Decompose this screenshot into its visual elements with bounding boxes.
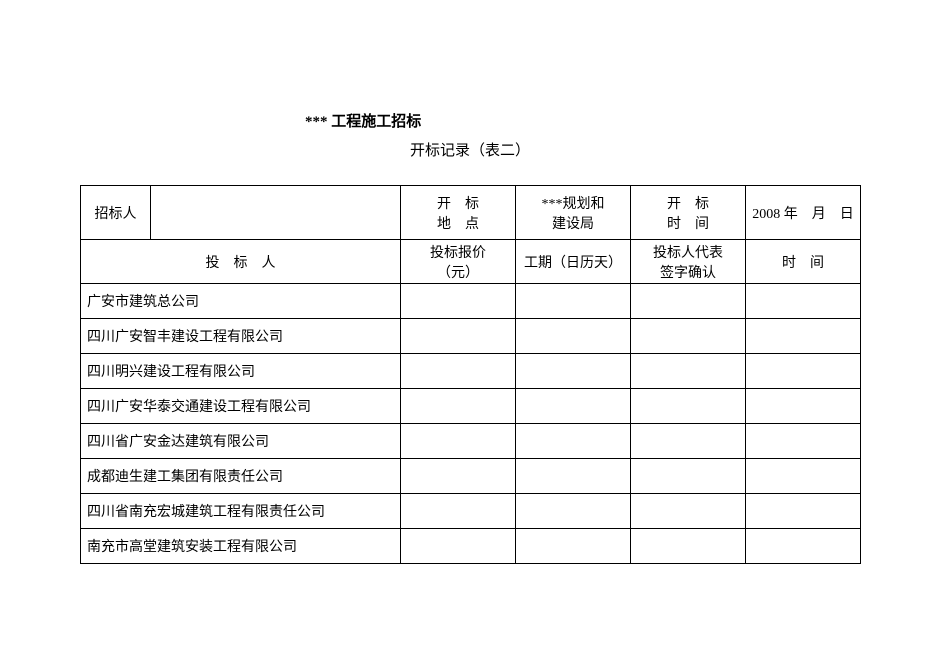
cell-price [401, 354, 516, 389]
cell-price [401, 529, 516, 564]
bidder-name: 四川省广安金达建筑有限公司 [81, 424, 401, 459]
cell-signature [631, 389, 746, 424]
hdr-location-label: 开 标 地 点 [401, 186, 516, 240]
cell-time [746, 354, 861, 389]
sub-header-row: 投 标 人 投标报价 （元） 工期（日历天） 投标人代表 签字确认 时 间 [81, 240, 861, 284]
title-line-2: 开标记录（表二） [80, 139, 860, 160]
bidder-name: 四川省南充宏城建筑工程有限责任公司 [81, 494, 401, 529]
cell-price [401, 459, 516, 494]
cell-period [516, 459, 631, 494]
col-sign-l1: 投标人代表 [637, 242, 739, 262]
table-row: 成都迪生建工集团有限责任公司 [81, 459, 861, 494]
col-signature: 投标人代表 签字确认 [631, 240, 746, 284]
col-sign-l2: 签字确认 [637, 262, 739, 282]
table-row: 四川广安华泰交通建设工程有限公司 [81, 389, 861, 424]
cell-period [516, 529, 631, 564]
bidder-name: 南充市高堂建筑安装工程有限公司 [81, 529, 401, 564]
cell-signature [631, 459, 746, 494]
bid-record-table: 招标人 开 标 地 点 ***规划和 建设局 开 标 时 间 2008 年 月 … [80, 185, 861, 564]
col-time: 时 间 [746, 240, 861, 284]
hdr-tenderer-value [151, 186, 401, 240]
col-period: 工期（日历天） [516, 240, 631, 284]
cell-price [401, 494, 516, 529]
table-row: 四川省南充宏城建筑工程有限责任公司 [81, 494, 861, 529]
bidder-name: 成都迪生建工集团有限责任公司 [81, 459, 401, 494]
hdr-location-value: ***规划和 建设局 [516, 186, 631, 240]
page: *** 工程施工招标 开标记录（表二） 招标人 开 标 地 点 ***规划和 建… [0, 0, 950, 564]
table-row: 四川省广安金达建筑有限公司 [81, 424, 861, 459]
cell-signature [631, 424, 746, 459]
table-row: 四川广安智丰建设工程有限公司 [81, 319, 861, 354]
cell-price [401, 424, 516, 459]
hdr-date-value: 2008 年 月 日 [746, 186, 861, 240]
cell-time [746, 529, 861, 564]
header-row: 招标人 开 标 地 点 ***规划和 建设局 开 标 时 间 2008 年 月 … [81, 186, 861, 240]
cell-price [401, 389, 516, 424]
col-bidder: 投 标 人 [81, 240, 401, 284]
cell-period [516, 424, 631, 459]
cell-period [516, 319, 631, 354]
hdr-location-val-l1: ***规划和 [522, 193, 624, 213]
cell-signature [631, 284, 746, 319]
cell-period [516, 494, 631, 529]
bidder-name: 广安市建筑总公司 [81, 284, 401, 319]
cell-signature [631, 494, 746, 529]
title-block: *** 工程施工招标 开标记录（表二） [80, 110, 870, 160]
table-row: 广安市建筑总公司 [81, 284, 861, 319]
hdr-tenderer-label: 招标人 [81, 186, 151, 240]
bidder-name: 四川广安华泰交通建设工程有限公司 [81, 389, 401, 424]
cell-signature [631, 354, 746, 389]
cell-signature [631, 319, 746, 354]
table-row: 四川明兴建设工程有限公司 [81, 354, 861, 389]
hdr-location-l2: 地 点 [407, 213, 509, 233]
hdr-time-label: 开 标 时 间 [631, 186, 746, 240]
title-line-1: *** 工程施工招标 [305, 110, 870, 131]
col-price: 投标报价 （元） [401, 240, 516, 284]
col-price-l2: （元） [407, 262, 509, 282]
cell-period [516, 354, 631, 389]
col-price-l1: 投标报价 [407, 242, 509, 262]
cell-time [746, 494, 861, 529]
hdr-location-l1: 开 标 [407, 193, 509, 213]
hdr-location-val-l2: 建设局 [522, 213, 624, 233]
cell-price [401, 319, 516, 354]
cell-period [516, 284, 631, 319]
cell-time [746, 319, 861, 354]
bidder-name: 四川广安智丰建设工程有限公司 [81, 319, 401, 354]
bidder-name: 四川明兴建设工程有限公司 [81, 354, 401, 389]
cell-time [746, 424, 861, 459]
table-row: 南充市高堂建筑安装工程有限公司 [81, 529, 861, 564]
cell-signature [631, 529, 746, 564]
hdr-time-l1: 开 标 [637, 193, 739, 213]
cell-period [516, 389, 631, 424]
hdr-time-l2: 时 间 [637, 213, 739, 233]
cell-time [746, 389, 861, 424]
cell-time [746, 459, 861, 494]
cell-time [746, 284, 861, 319]
cell-price [401, 284, 516, 319]
